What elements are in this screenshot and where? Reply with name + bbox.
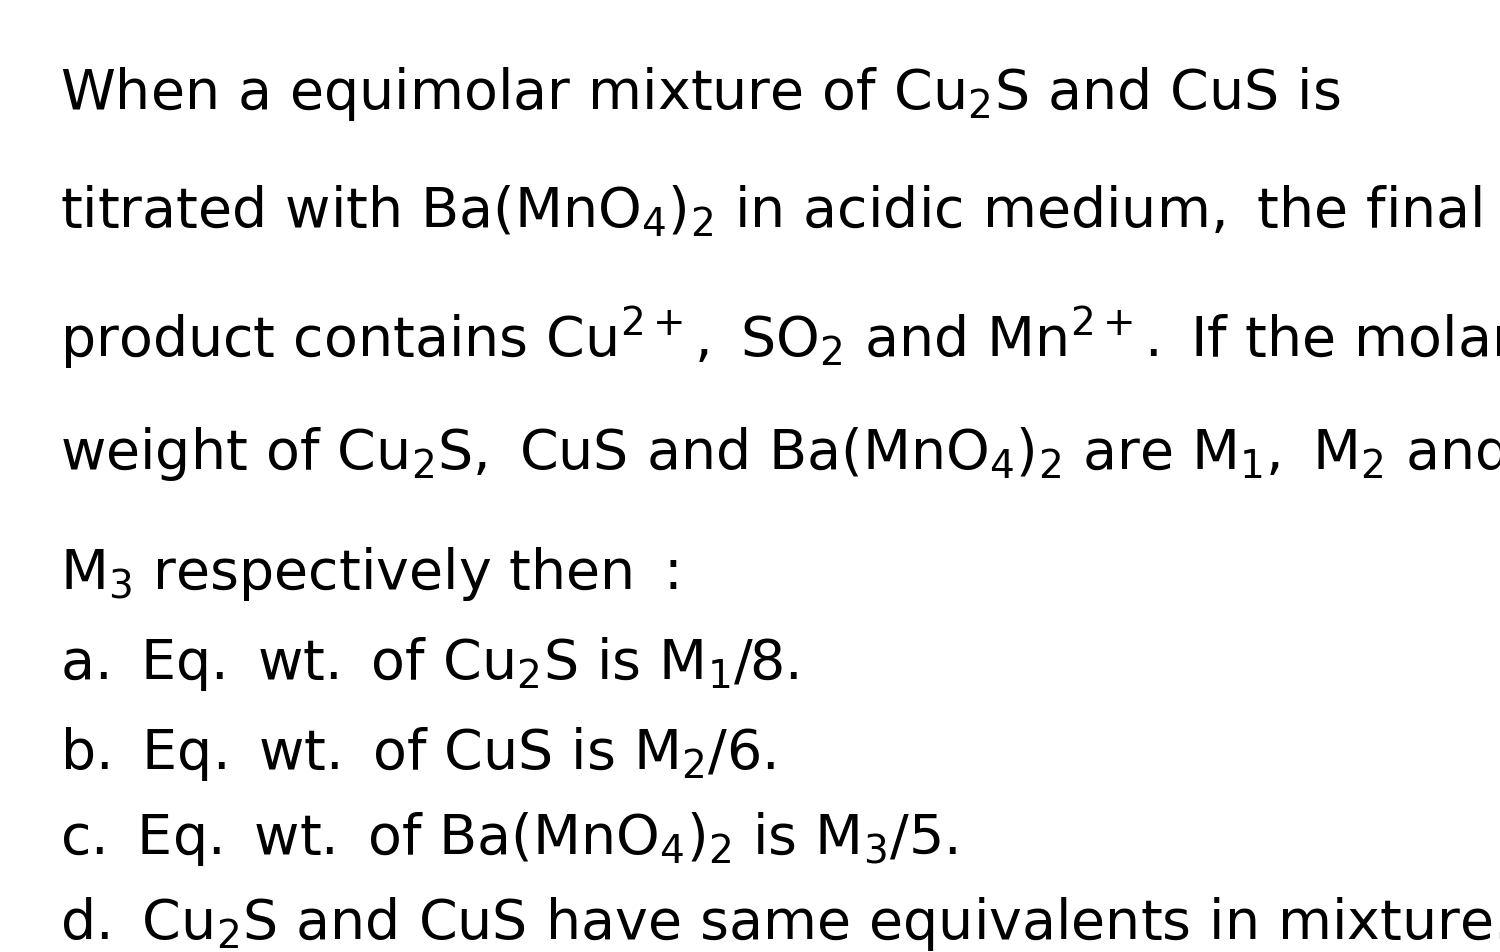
Text: $\mathregular{M_3\ respectively\ then\ :}$: $\mathregular{M_3\ respectively\ then\ :… [60, 545, 678, 603]
Text: $\mathregular{c.\ Eq.\ wt.\ of\ Ba(MnO_4)_2\ is\ M_3/5.}$: $\mathregular{c.\ Eq.\ wt.\ of\ Ba(MnO_4… [60, 810, 957, 868]
Text: $\mathregular{weight\ of\ Cu_2S,\ CuS\ and\ Ba(MnO_4)_2\ are\ M_1,\ M_2\ and}$: $\mathregular{weight\ of\ Cu_2S,\ CuS\ a… [60, 425, 1500, 483]
Text: $\mathregular{a.\ Eq.\ wt.\ of\ Cu_2S\ is\ M_1/8.}$: $\mathregular{a.\ Eq.\ wt.\ of\ Cu_2S\ i… [60, 635, 798, 693]
Text: $\mathregular{product\ contains\ Cu^{2+},\ SO_2\ and\ Mn^{2+}.\ If\ the\ molar}$: $\mathregular{product\ contains\ Cu^{2+}… [60, 305, 1500, 372]
Text: $\mathregular{b.\ Eq.\ wt.\ of\ CuS\ is\ M_2/6.}$: $\mathregular{b.\ Eq.\ wt.\ of\ CuS\ is\… [60, 725, 776, 783]
Text: $\mathregular{When\ a\ equimolar\ mixture\ of\ Cu_2S\ and\ CuS\ is}$: $\mathregular{When\ a\ equimolar\ mixtur… [60, 65, 1341, 123]
Text: $\mathregular{titrated\ with\ Ba(MnO_4)_2\ in\ acidic\ medium,\ the\ final}$: $\mathregular{titrated\ with\ Ba(MnO_4)_… [60, 185, 1482, 239]
Text: $\mathregular{d.\ Cu_2S\ and\ CuS\ have\ same\ equivalents\ in\ mixture.}$: $\mathregular{d.\ Cu_2S\ and\ CuS\ have\… [60, 895, 1500, 952]
